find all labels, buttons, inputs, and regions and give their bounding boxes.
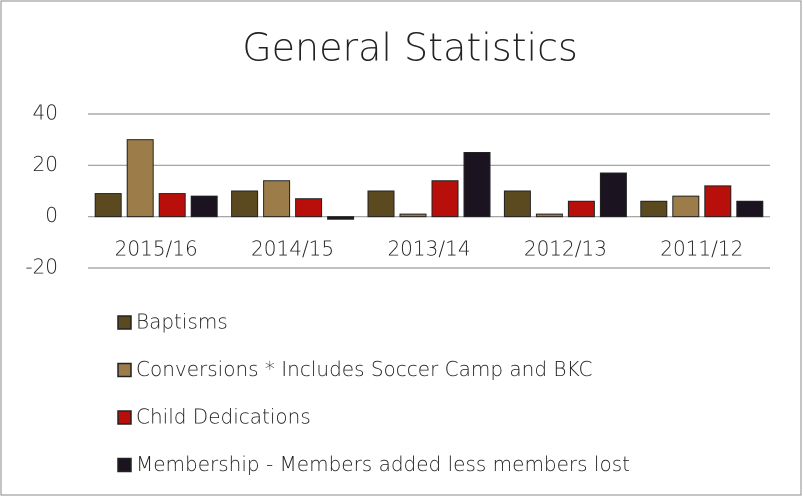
- y-tick-label: 40: [33, 101, 58, 125]
- bar: [599, 172, 627, 218]
- bar: [327, 216, 355, 220]
- bar: [190, 195, 218, 218]
- legend-label: Membership - Members added less members …: [136, 452, 630, 476]
- bar: [535, 213, 563, 218]
- y-tick-label: 0: [45, 203, 58, 227]
- legend-swatch: [117, 315, 132, 330]
- bar: [503, 190, 531, 218]
- bar: [94, 193, 122, 218]
- bar: [367, 190, 395, 218]
- bar: [567, 200, 595, 218]
- legend-swatch: [117, 457, 132, 473]
- bar: [295, 198, 323, 218]
- bar: [399, 213, 427, 218]
- bar: [126, 139, 154, 218]
- legend-label: Baptisms: [136, 310, 228, 334]
- bar: [431, 180, 459, 218]
- bar: [158, 193, 186, 218]
- bar: [263, 180, 291, 218]
- x-tick-label: 2013/14: [387, 237, 470, 261]
- y-tick-label: 20: [33, 152, 58, 176]
- legend-label: Conversions * Includes Soccer Camp and B…: [136, 357, 592, 381]
- bar: [640, 200, 668, 218]
- x-tick-label: 2012/13: [524, 237, 607, 261]
- y-tick-label: -20: [25, 255, 58, 279]
- x-tick-label: 2014/15: [251, 237, 334, 261]
- x-tick-label: 2011/12: [660, 237, 743, 261]
- legend-label: Child Dedications: [136, 405, 311, 429]
- bar: [231, 190, 259, 218]
- bar: [704, 185, 732, 218]
- legend-swatch: [117, 410, 132, 425]
- chart-title: General Statistics: [242, 26, 578, 70]
- bar: [672, 195, 700, 218]
- legend-swatch: [117, 362, 132, 378]
- bar: [463, 152, 491, 218]
- legend: Baptisms Conversions * Includes Soccer Ca…: [117, 310, 630, 476]
- x-tick-label: 2015/16: [115, 237, 198, 261]
- bar: [736, 200, 764, 218]
